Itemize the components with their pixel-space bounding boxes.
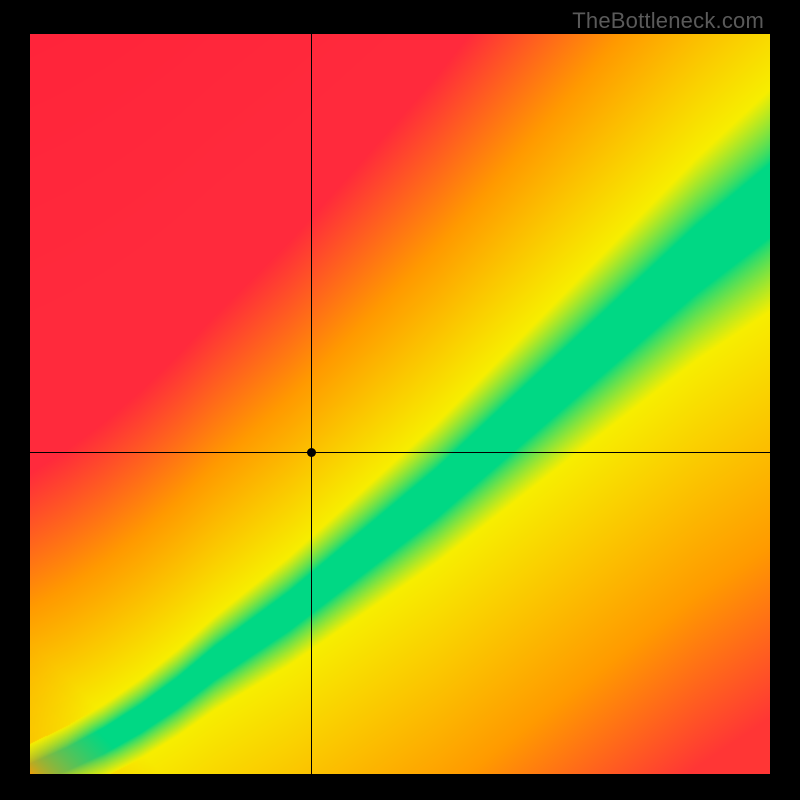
crosshair-horizontal: [30, 452, 770, 453]
heatmap-canvas: [30, 34, 770, 774]
crosshair-marker: [307, 448, 316, 457]
heatmap-plot: [30, 34, 770, 774]
watermark-text: TheBottleneck.com: [572, 8, 764, 34]
crosshair-vertical: [311, 34, 312, 774]
chart-wrapper: TheBottleneck.com: [0, 0, 800, 800]
